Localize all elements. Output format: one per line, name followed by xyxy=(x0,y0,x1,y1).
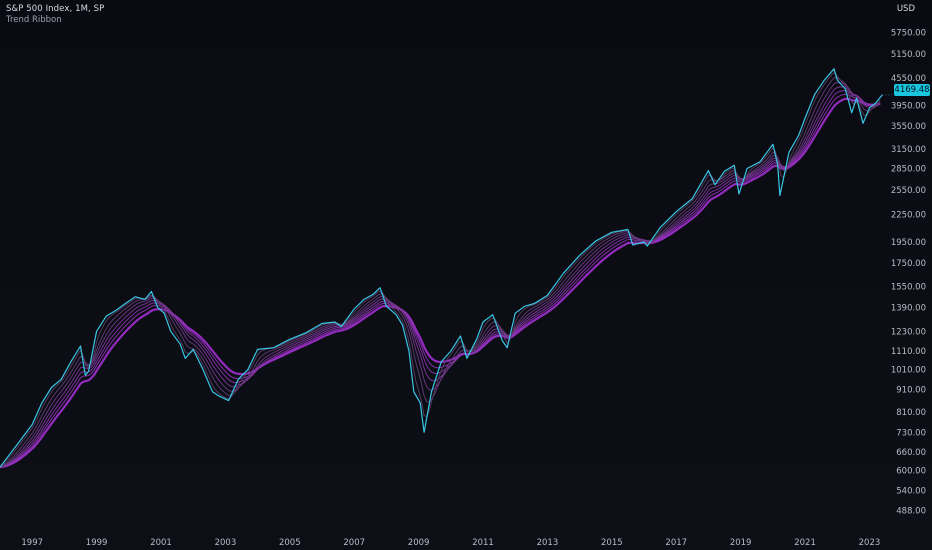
x-tick-label: 1999 xyxy=(86,538,108,548)
y-tick-label: 3550.00 xyxy=(891,122,926,132)
x-tick-label: 2003 xyxy=(215,538,237,548)
y-tick-label: 1010.00 xyxy=(891,365,926,375)
ribbon-ma-line xyxy=(0,82,881,468)
y-tick-label: 2250.00 xyxy=(891,210,926,220)
x-tick-label: 1997 xyxy=(21,538,43,548)
last-price-badge: 4169.48 xyxy=(894,84,930,96)
x-tick-label: 2019 xyxy=(730,538,752,548)
price-line xyxy=(0,68,883,468)
ribbon-ma-line xyxy=(0,86,881,468)
chart-title: S&P 500 Index, 1M, SP xyxy=(6,4,105,14)
ribbon-ma-line xyxy=(0,76,881,468)
x-tick-label: 2009 xyxy=(408,538,430,548)
x-tick-label: 2015 xyxy=(601,538,623,548)
y-tick-label: 1550.00 xyxy=(891,282,926,292)
x-tick-label: 2023 xyxy=(859,538,881,548)
currency-label: USD xyxy=(896,4,915,14)
y-tick-label: 3150.00 xyxy=(891,145,926,155)
y-tick-label: 3950.00 xyxy=(891,101,926,111)
ribbon-ma-line xyxy=(0,89,881,468)
y-tick-label: 1750.00 xyxy=(891,259,926,269)
y-tick-label: 910.00 xyxy=(896,386,926,396)
y-tick-label: 660.00 xyxy=(896,448,926,458)
x-tick-label: 2007 xyxy=(343,538,365,548)
x-tick-label: 2001 xyxy=(150,538,172,548)
y-tick-label: 1230.00 xyxy=(891,327,926,337)
ribbon-ma-line xyxy=(0,93,881,468)
indicator-label: Trend Ribbon xyxy=(6,15,62,25)
x-tick-label: 2011 xyxy=(472,538,494,548)
y-tick-label: 600.00 xyxy=(896,466,926,476)
y-tick-label: 4550.00 xyxy=(891,74,926,84)
y-tick-label: 730.00 xyxy=(896,428,926,438)
x-tick-label: 2013 xyxy=(537,538,559,548)
y-tick-label: 2850.00 xyxy=(891,165,926,175)
ribbon-ma-line xyxy=(0,71,881,468)
y-tick-label: 1390.00 xyxy=(891,304,926,314)
x-tick-label: 2005 xyxy=(279,538,301,548)
y-tick-label: 5750.00 xyxy=(891,29,926,39)
y-tick-label: 1110.00 xyxy=(891,347,926,357)
x-tick-label: 2017 xyxy=(665,538,687,548)
y-tick-label: 2550.00 xyxy=(891,186,926,196)
y-tick-label: 488.00 xyxy=(896,506,926,516)
ribbon-ma-line xyxy=(0,97,881,469)
y-tick-label: 540.00 xyxy=(896,487,926,497)
y-tick-label: 1950.00 xyxy=(891,238,926,248)
x-tick-label: 2021 xyxy=(794,538,816,548)
y-tick-label: 810.00 xyxy=(896,408,926,418)
y-tick-label: 5150.00 xyxy=(891,50,926,60)
